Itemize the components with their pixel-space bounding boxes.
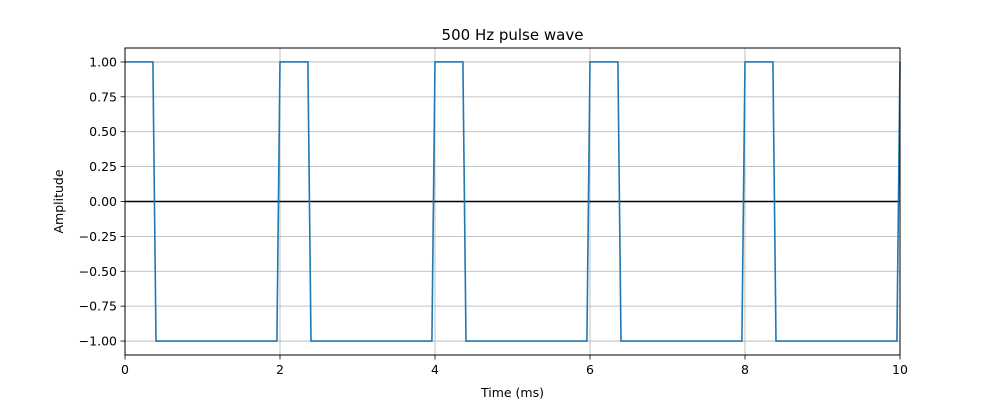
x-axis-ticks: 0 2 4 6 8 10 [121,355,908,377]
x-tick-label: 8 [741,362,749,377]
y-tick-label: 1.00 [89,54,117,69]
x-tick-label: 4 [431,362,439,377]
y-tick-label: −0.75 [79,299,117,314]
x-tick-label: 0 [121,362,129,377]
y-tick-label: −0.25 [79,229,117,244]
y-axis-label: Amplitude [51,169,66,233]
y-tick-label: 0.25 [89,159,117,174]
chart-title: 500 Hz pulse wave [442,26,584,44]
x-tick-label: 10 [892,362,908,377]
y-tick-label: 0.00 [89,194,117,209]
y-axis-ticks: −1.00 −0.75 −0.50 −0.25 0.00 0.25 0.50 0.75 1.00 [79,54,125,349]
x-tick-label: 2 [276,362,284,377]
y-tick-label: −1.00 [79,334,117,349]
y-tick-label: −0.50 [79,264,117,279]
x-axis-label: Time (ms) [480,385,544,400]
y-tick-label: 0.75 [89,89,117,104]
y-tick-label: 0.50 [89,124,117,139]
x-tick-label: 6 [586,362,594,377]
series-group [125,61,901,342]
series-line [125,61,901,342]
